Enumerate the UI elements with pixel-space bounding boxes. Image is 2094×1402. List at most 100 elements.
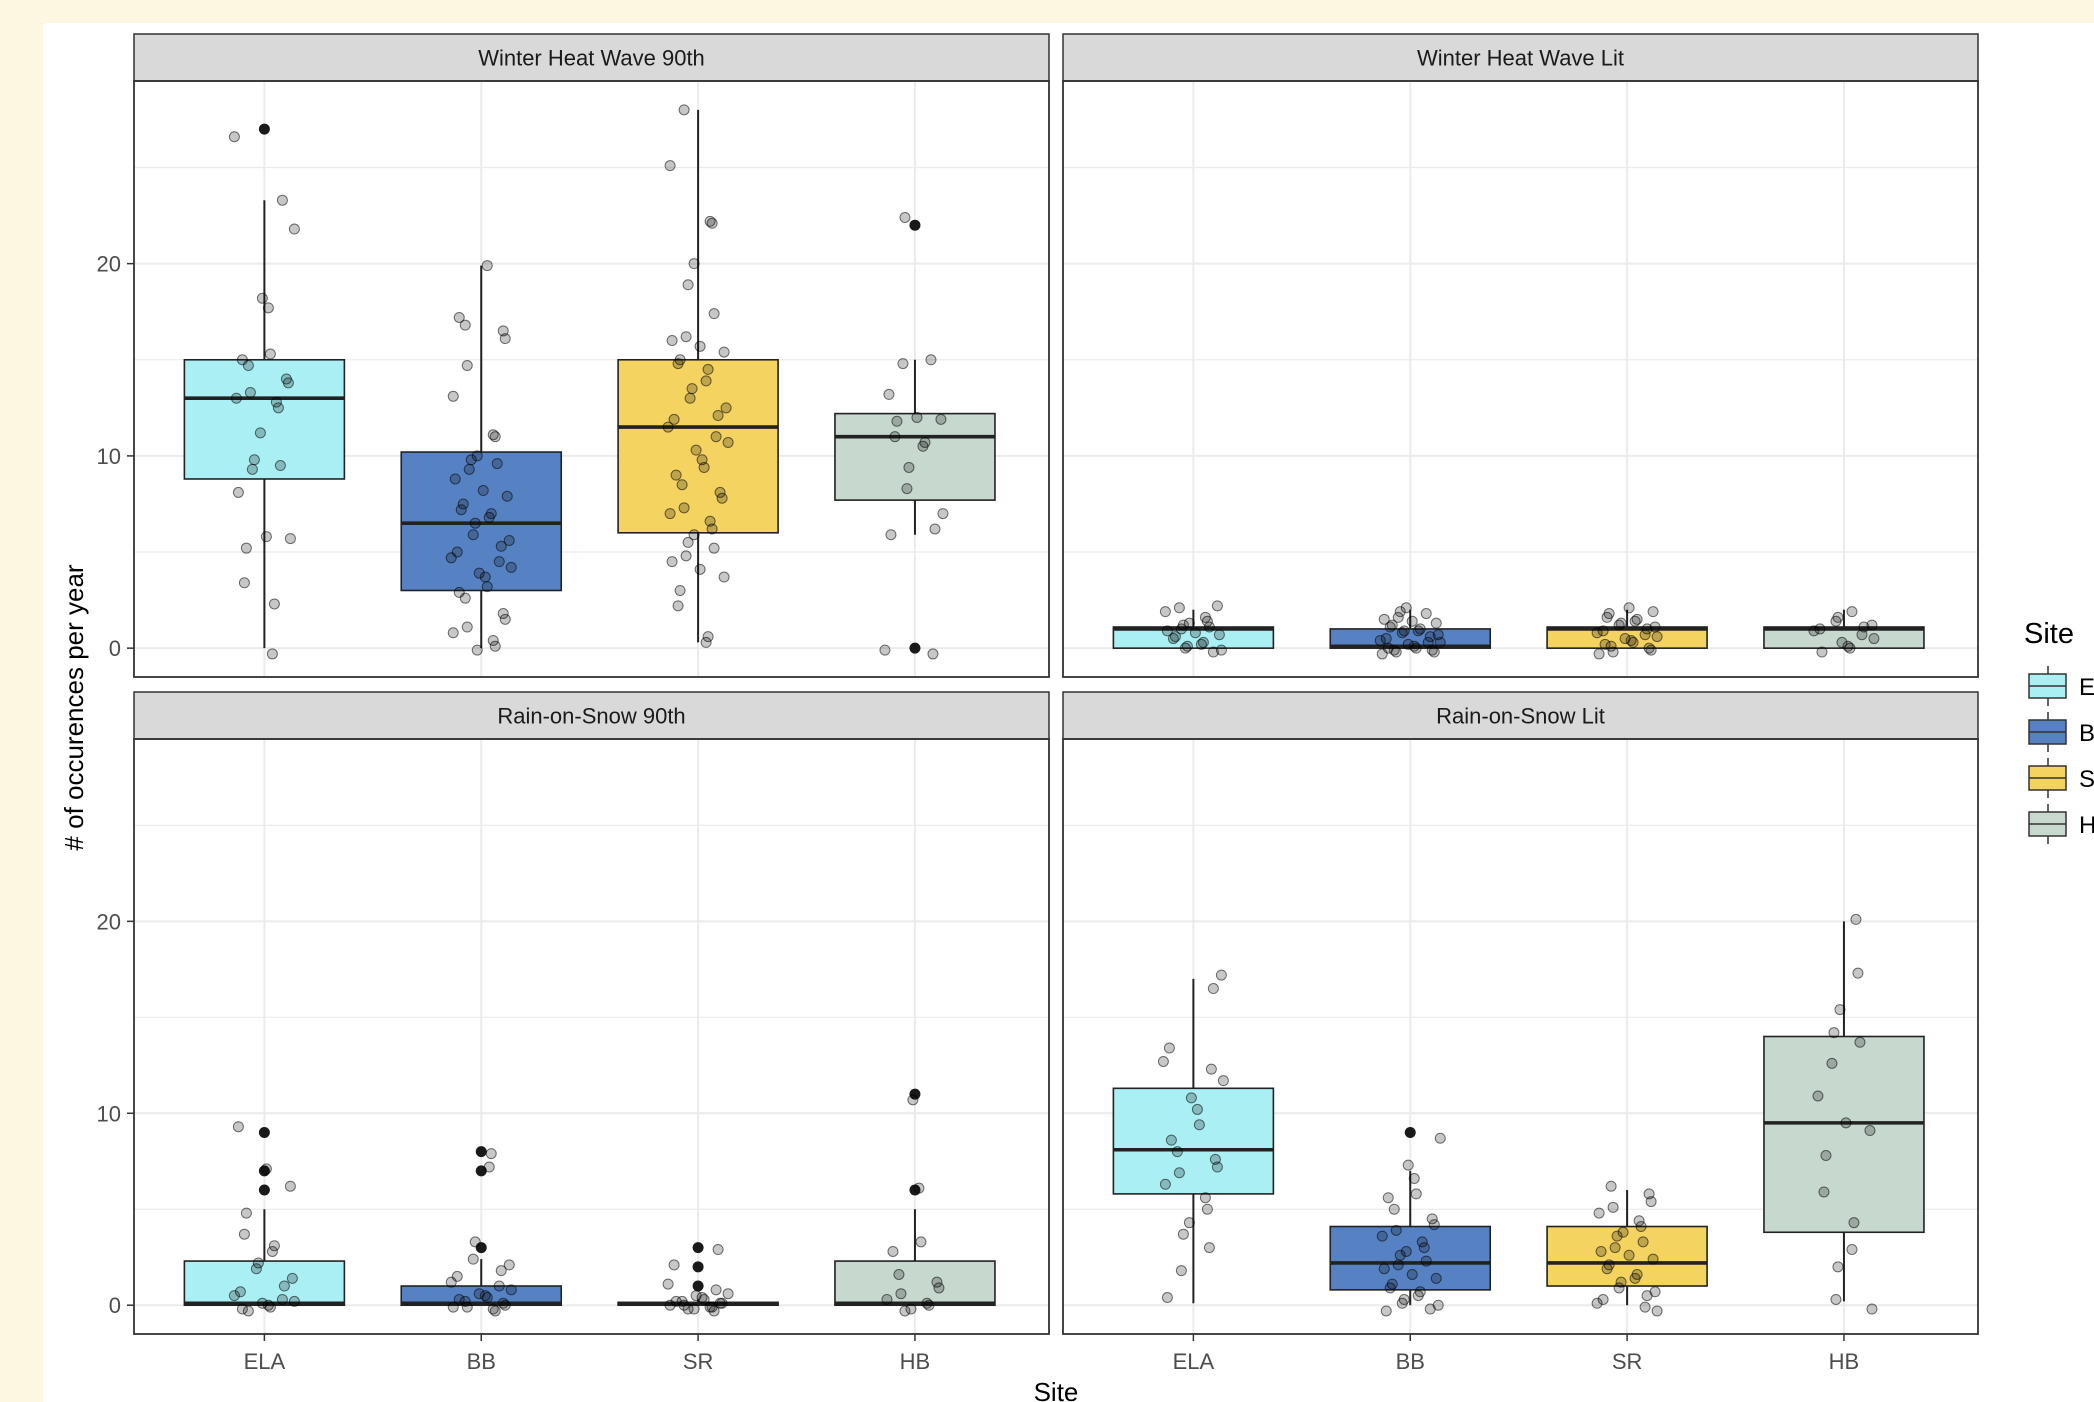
outlier-point [692, 1242, 704, 1254]
jitter-point [1840, 1117, 1852, 1129]
jitter-point [929, 523, 941, 535]
jitter-point [1420, 1255, 1432, 1267]
jitter-point [1390, 1224, 1402, 1236]
jitter-point [911, 411, 923, 423]
jitter-point [1601, 1263, 1613, 1275]
facet-strip [133, 33, 1050, 82]
jitter-point [471, 644, 483, 656]
jitter-point [1818, 1186, 1830, 1198]
jitter-point [1195, 638, 1207, 650]
jitter-point [1605, 1180, 1617, 1192]
jitter-point [1637, 1236, 1649, 1248]
jitter-point [684, 392, 696, 404]
jitter-point [485, 1148, 497, 1160]
box-ela [183, 358, 346, 480]
jitter-point [672, 358, 684, 370]
jitter-point [461, 1301, 473, 1313]
jitter-point [686, 383, 698, 395]
jitter-point [499, 613, 511, 625]
jitter-point [1400, 602, 1412, 614]
jitter-point [1390, 646, 1402, 658]
jitter-point [883, 388, 895, 400]
jitter-point [1826, 1057, 1838, 1069]
jitter-point [915, 1236, 927, 1248]
jitter-point [505, 1284, 517, 1296]
jitter-point [278, 1280, 290, 1292]
jitter-point [1430, 1272, 1442, 1284]
jitter-point [1430, 617, 1442, 629]
jitter-point [1376, 648, 1388, 660]
jitter-point [662, 1278, 674, 1290]
jitter-point [668, 1259, 680, 1271]
jitter-point [457, 498, 469, 510]
jitter-point [1844, 642, 1856, 654]
jitter-point [1850, 913, 1862, 925]
jitter-point [1830, 1293, 1842, 1305]
jitter-point [1374, 634, 1386, 646]
jitter-point [708, 1305, 720, 1317]
jitter-point [491, 458, 503, 470]
x-axis-title: Site [1034, 1377, 1079, 1402]
jitter-point [678, 104, 690, 116]
jitter-point [917, 440, 929, 452]
jitter-point [698, 461, 710, 473]
jitter-point [493, 1280, 505, 1292]
jitter-point [242, 360, 254, 372]
jitter-point [499, 333, 511, 345]
jitter-point [718, 571, 730, 583]
y-tick-label: 20 [97, 252, 121, 277]
x-tick-label: HB [1829, 1349, 1860, 1374]
jitter-point [503, 534, 515, 546]
jitter-point [672, 600, 684, 612]
jitter-point [1641, 623, 1653, 635]
jitter-point [469, 517, 481, 529]
jitter-point [489, 1305, 501, 1317]
jitter-point [242, 1305, 254, 1317]
jitter-point [1828, 1027, 1840, 1039]
jitter-point [1203, 1242, 1215, 1254]
jitter-point [282, 377, 294, 389]
jitter-point [495, 540, 507, 552]
legend-label: H [2079, 812, 2094, 839]
jitter-point [891, 415, 903, 427]
facet-title: Winter Heat Wave 90th [478, 46, 705, 71]
jitter-point [1410, 1188, 1422, 1200]
jitter-point [240, 542, 252, 554]
box-bb [1329, 1225, 1492, 1291]
jitter-point [1629, 1272, 1641, 1284]
jitter-point [230, 392, 242, 404]
jitter-point [1201, 615, 1213, 627]
jitter-point [1382, 1192, 1394, 1204]
jitter-point [1866, 1303, 1878, 1315]
jitter-point [927, 648, 939, 660]
jitter-point [1856, 629, 1868, 641]
jitter-point [714, 486, 726, 498]
jitter-point [499, 1299, 511, 1311]
jitter-point [1623, 602, 1635, 614]
jitter-point [264, 1301, 276, 1313]
jitter-point [702, 631, 714, 643]
outlier-point [1404, 1126, 1416, 1138]
jitter-point [1424, 1303, 1436, 1315]
jitter-point [664, 1299, 676, 1311]
jitter-point [708, 308, 720, 320]
jitter-point [260, 1163, 272, 1175]
jitter-point [903, 461, 915, 473]
jitter-point [1848, 1217, 1860, 1229]
jitter-point [445, 1276, 457, 1288]
jitter-point [889, 431, 901, 443]
jitter-point [1199, 1192, 1211, 1204]
jitter-point [694, 340, 706, 352]
panel-background [1063, 81, 1978, 677]
jitter-point [688, 258, 700, 270]
jitter-point [1812, 1090, 1824, 1102]
jitter-point [1380, 1305, 1392, 1317]
jitter-point [276, 1293, 288, 1305]
jitter-point [497, 608, 509, 620]
jitter-point [1217, 1075, 1229, 1087]
jitter-point [481, 581, 493, 593]
jitter-point [1866, 619, 1878, 631]
jitter-point [495, 1265, 507, 1277]
jitter-point [1179, 642, 1191, 654]
jitter-point [1607, 646, 1619, 658]
